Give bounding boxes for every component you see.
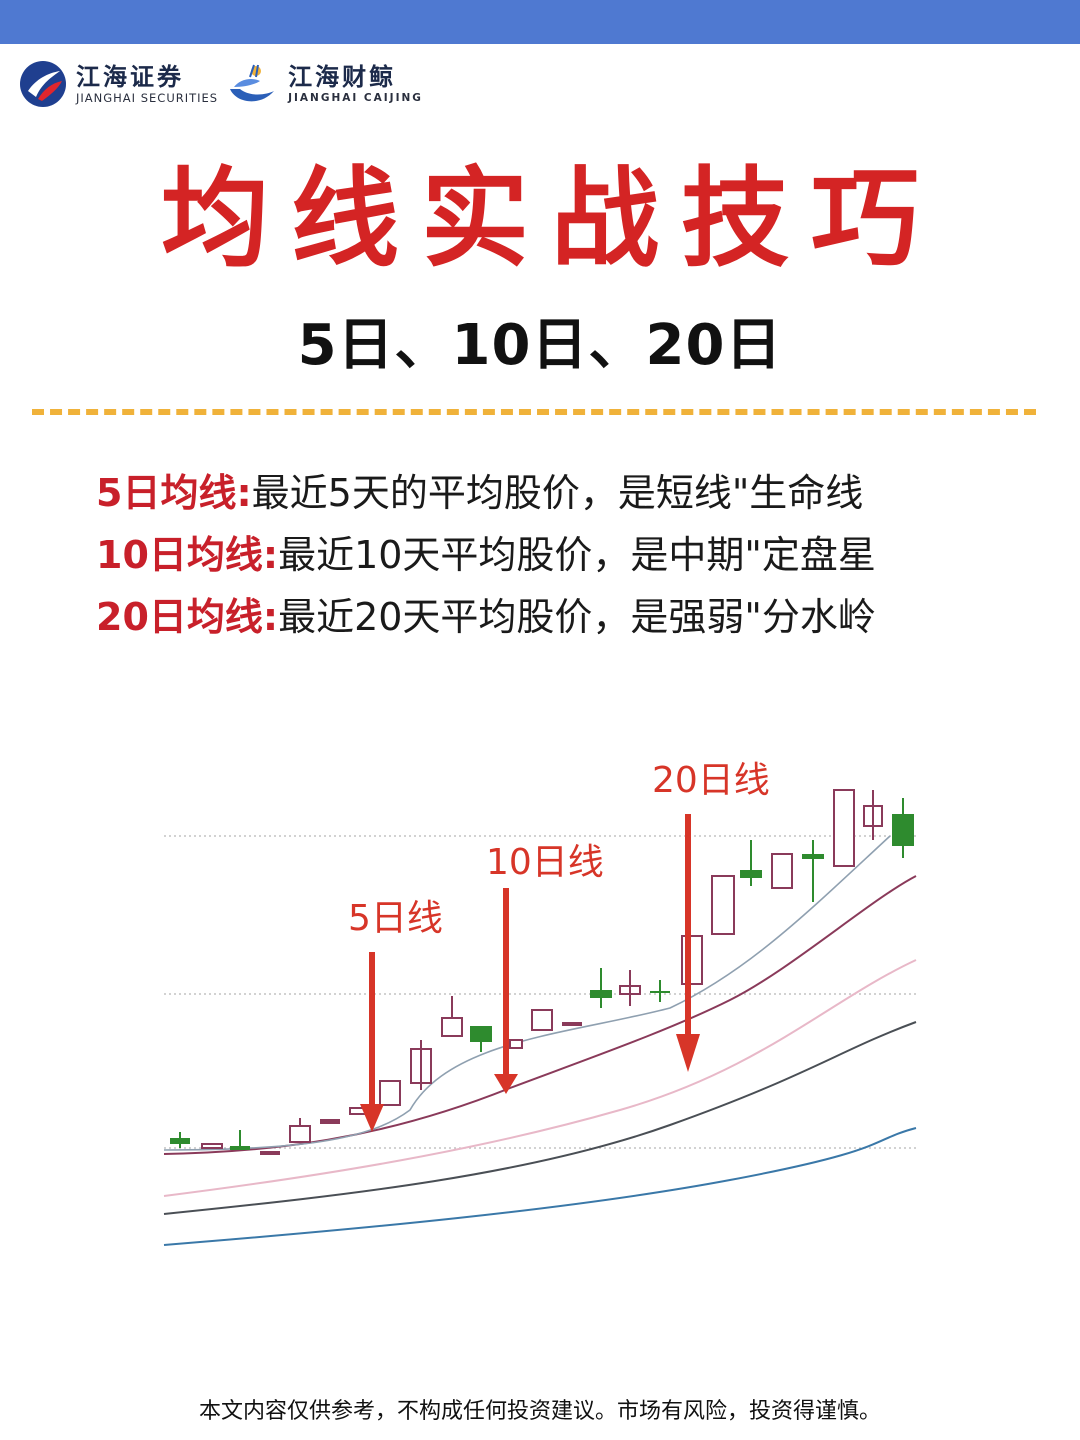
candle-up — [711, 875, 735, 935]
candlestick-chart-illustration: 5日线 10日线 20日线 — [150, 740, 940, 1280]
definition-term: 10日均线: — [96, 533, 279, 577]
arrow-10day: 10日线 — [486, 842, 604, 1094]
ma-line-dark — [163, 1021, 917, 1215]
page-title: 均线实战技巧 — [160, 157, 941, 282]
arrow-label-10day: 10日线 — [486, 842, 604, 883]
definition-text: 最近5天的平均股价，是短线"生命线 — [251, 471, 864, 515]
jianghai-securities-emblem-icon — [20, 61, 66, 107]
definition-5day: 5日均线:最近5天的平均股价，是短线"生命线 — [96, 462, 996, 524]
dashed-divider — [32, 409, 1036, 415]
arrow-20day: 20日线 — [652, 760, 770, 1072]
candle-up — [201, 1143, 223, 1149]
candle-up — [230, 1146, 250, 1150]
arrow-label-5day: 5日线 — [348, 898, 443, 939]
definition-term: 20日均线: — [96, 595, 279, 639]
definition-text: 最近20天平均股价，是强弱"分水岭 — [278, 595, 876, 639]
logo-left-en-name: JIANGHAI SECURITIES — [76, 91, 219, 105]
candle-up — [509, 1039, 523, 1049]
ma-line-pink — [163, 959, 917, 1197]
logo-left-cn-name: 江海证券 — [76, 62, 184, 91]
top-color-bar — [0, 0, 1080, 44]
whale-icon — [230, 64, 275, 102]
ma-line-bottom — [163, 1127, 917, 1246]
candle-up — [531, 1009, 553, 1031]
candle-up — [289, 1125, 311, 1143]
definitions-list: 5日均线:最近5天的平均股价，是短线"生命线 10日均线:最近10天平均股价，是… — [96, 462, 996, 648]
disclaimer: 本文内容仅供参考，不构成任何投资建议。市场有风险，投资得谨慎。 — [198, 1399, 881, 1424]
logo-right-cn-name: 江海财鲸 — [288, 62, 397, 91]
logo-right-en-name: JIANGHAI CAIJING — [288, 92, 423, 104]
definition-term: 5日均线: — [96, 471, 252, 515]
definition-10day: 10日均线:最近10天平均股价，是中期"定盘星 — [96, 524, 996, 586]
candle-down — [470, 1026, 492, 1042]
candle-up — [260, 1151, 280, 1155]
jianghai-securities-logo: 江海证券 JIANGHAI SECURITIES — [18, 59, 218, 109]
candle-up — [441, 1017, 463, 1037]
candle-up — [379, 1080, 401, 1106]
candle-up — [771, 853, 793, 889]
page-subtitle: 5日、10日、20日 — [297, 313, 783, 378]
logo-row: 江海证券 JIANGHAI SECURITIES 江海财鲸 JIANGHAI C… — [18, 54, 423, 114]
arrow-label-20day: 20日线 — [652, 760, 770, 801]
candle-up — [320, 1119, 340, 1124]
arrow-5day: 5日线 — [348, 898, 443, 1132]
definition-20day: 20日均线:最近20天平均股价，是强弱"分水岭 — [96, 586, 996, 648]
candle-up — [562, 1022, 582, 1026]
candle-up — [833, 789, 855, 867]
jianghai-caijing-logo: 江海财鲸 JIANGHAI CAIJING — [226, 59, 423, 109]
definition-text: 最近10天平均股价，是中期"定盘星 — [278, 533, 876, 577]
chart-svg: 5日线 10日线 20日线 — [163, 760, 918, 1246]
